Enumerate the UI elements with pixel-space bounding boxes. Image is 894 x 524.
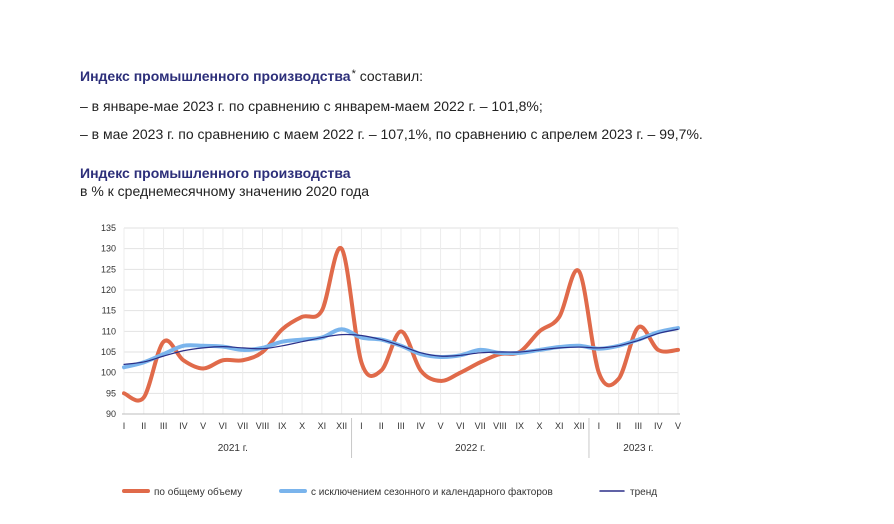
series-line-trend <box>123 328 679 365</box>
year-label: 2023 г. <box>623 443 653 454</box>
y-tick-label: 90 <box>106 409 116 419</box>
intro-title-suffix: составил: <box>355 68 424 84</box>
footnote-mark: * <box>351 68 356 80</box>
month-tick-label: V <box>675 421 681 431</box>
month-tick-label: VII <box>475 421 486 431</box>
month-tick-label: VI <box>219 421 228 431</box>
month-tick-label: I <box>360 421 363 431</box>
series-line-total <box>122 246 680 403</box>
intro-title: Индекс промышленного производства <box>80 68 351 84</box>
month-tick-label: II <box>141 421 146 431</box>
month-tick-label: VIII <box>493 421 507 431</box>
legend-item-trend-label: тренд <box>630 487 657 498</box>
month-tick-label: II <box>616 421 621 431</box>
month-tick-label: VII <box>237 421 248 431</box>
month-tick-label: IX <box>278 421 287 431</box>
month-tick-label: I <box>598 421 601 431</box>
month-tick-label: VI <box>456 421 465 431</box>
month-tick-label: III <box>160 421 168 431</box>
month-tick-label: X <box>536 421 542 431</box>
y-tick-label: 120 <box>101 285 116 295</box>
month-tick-label: X <box>299 421 305 431</box>
month-tick-label: III <box>397 421 405 431</box>
month-tick-label: V <box>200 421 206 431</box>
intro-text: Индекс промышленного производства* соста… <box>80 62 703 148</box>
month-tick-label: IV <box>417 421 426 431</box>
month-tick-label: III <box>635 421 643 431</box>
month-tick-label: IX <box>515 421 524 431</box>
y-tick-label: 95 <box>106 388 116 398</box>
legend-item-total-label: по общему объему <box>154 486 242 498</box>
chart-title: Индекс промышленного производства <box>80 165 351 181</box>
y-tick-label: 105 <box>101 347 116 357</box>
month-tick-label: XI <box>318 421 327 431</box>
y-tick-label: 100 <box>101 368 116 378</box>
month-tick-label: IV <box>654 421 663 431</box>
month-tick-label: II <box>379 421 384 431</box>
y-tick-label: 115 <box>102 306 116 316</box>
month-tick-label: XII <box>574 421 585 431</box>
y-tick-label: 135 <box>101 223 116 233</box>
month-tick-label: VIII <box>256 421 270 431</box>
chart-subtitle: в % к среднемесячному значению 2020 года <box>80 183 370 199</box>
year-label: 2022 г. <box>455 443 485 454</box>
intro-line-1: – в январе-мае 2023 г. по сравнению с ян… <box>80 98 543 114</box>
chart-header: Индекс промышленного производства в % к … <box>80 164 369 200</box>
month-tick-label: V <box>438 421 444 431</box>
y-tick-label: 125 <box>101 264 116 274</box>
intro-line-2: – в мае 2023 г. по сравнению с маем 2022… <box>80 126 703 142</box>
month-tick-label: I <box>123 421 126 431</box>
month-tick-label: XII <box>336 421 347 431</box>
year-label: 2021 г. <box>218 443 248 454</box>
intro-heading-line: Индекс промышленного производства* соста… <box>80 62 703 92</box>
y-tick-label: 110 <box>102 326 116 336</box>
legend-item-seasonally-adjusted-label: с исключением сезонного и календарного ф… <box>311 486 553 498</box>
y-tick-label: 130 <box>101 244 116 254</box>
month-tick-label: IV <box>179 421 188 431</box>
month-tick-label: XI <box>555 421 564 431</box>
